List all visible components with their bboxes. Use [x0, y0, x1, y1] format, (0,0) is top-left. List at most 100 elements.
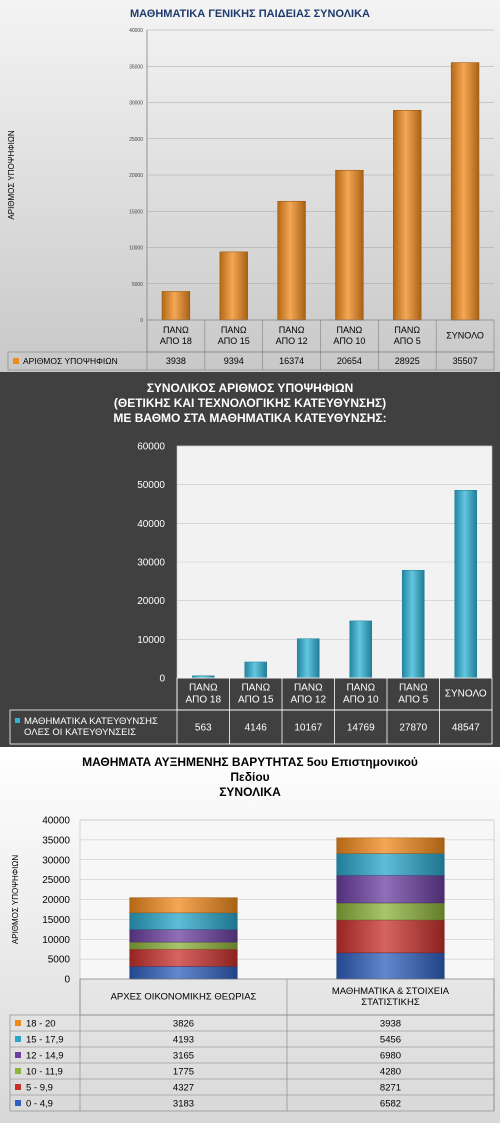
chart-title-line: ΣΥΝΟΛΙΚΑ — [219, 785, 281, 799]
chart-title-line: (ΘΕΤΙΚΗΣ ΚΑΙ ΤΕΧΝΟΛΟΓΙΚΗΣ ΚΑΤΕΥΘΥΝΣΗΣ) — [113, 396, 387, 410]
legend-swatch — [15, 1052, 21, 1058]
x-category-label: ΣΤΑΤΙΣΤΙΚΗΣ — [361, 997, 420, 1008]
bar — [349, 620, 373, 679]
x-category-label: ΣΥΝΟΛΟ — [446, 330, 484, 340]
y-tick-label: 35000 — [42, 835, 70, 846]
x-category-label: ΑΠΟ 10 — [333, 336, 365, 346]
chart-title-line: ΜΑΘΗΜΑΤΑ ΑΥΞΗΜΕΝΗΣ ΒΑΡΥΤΗΤΑΣ 5ου Επιστημ… — [82, 755, 418, 769]
y-tick-label: 25000 — [42, 875, 70, 886]
bar — [393, 109, 422, 321]
legend-label: 10 - 11,9 — [26, 1067, 63, 1078]
x-category-label: ΠΑΝΩ — [399, 683, 428, 694]
data-value: 35507 — [453, 356, 478, 366]
legend-swatch — [15, 1020, 21, 1026]
y-tick-label: 0 — [64, 975, 70, 986]
data-value: 16374 — [279, 356, 304, 366]
x-category-label: ΠΑΝΩ — [221, 325, 247, 335]
data-table-frame — [9, 709, 493, 745]
legend-swatch — [15, 1084, 21, 1090]
data-value: 4327 — [173, 1083, 194, 1094]
data-value: 4146 — [245, 723, 268, 734]
data-value: 4280 — [380, 1067, 401, 1078]
x-category-label: ΣΥΝΟΛΟ — [445, 689, 487, 700]
x-category-label: ΑΠΟ 5 — [398, 695, 428, 706]
y-axis-label: ΑΡΙΘΜΟΣ ΥΠΟΨΗΦΙΩΝ — [11, 855, 20, 944]
y-tick-label: 10000 — [137, 635, 165, 646]
y-tick-label: 40000 — [137, 519, 165, 530]
y-tick-label: 0 — [159, 674, 165, 685]
bar-segment — [336, 837, 445, 854]
bar-segment — [336, 902, 445, 921]
bar — [219, 251, 248, 321]
y-tick-label: 30000 — [129, 101, 143, 107]
data-value: 28925 — [395, 356, 420, 366]
data-value: 3165 — [173, 1051, 194, 1062]
y-tick-label: 10000 — [129, 246, 143, 252]
y-tick-label: 60000 — [137, 442, 165, 453]
chart-title-line: ΣΥΝΟΛΙΚΟΣ ΑΡΙΘΜΟΣ ΥΠΟΨΗΦΙΩΝ — [146, 381, 354, 395]
legend-swatch — [15, 1036, 21, 1042]
data-value: 14769 — [347, 723, 375, 734]
data-value: 6582 — [380, 1099, 401, 1110]
bar — [161, 291, 191, 321]
data-value: 9394 — [224, 356, 244, 366]
bar-segment — [129, 929, 238, 943]
y-tick-label: 25000 — [129, 137, 143, 143]
data-value: 1775 — [173, 1067, 194, 1078]
data-value: 6980 — [380, 1051, 401, 1062]
chart-title: ΜΑΘΗΜΑΤΑ ΑΥΞΗΜΕΝΗΣ ΒΑΡΥΤΗΤΑΣ 5ου Επιστημ… — [0, 755, 500, 800]
data-value: 5456 — [380, 1035, 401, 1046]
y-tick-label: 15000 — [42, 915, 70, 926]
legend-swatch — [15, 1100, 21, 1106]
data-value: 3938 — [166, 356, 186, 366]
x-category-label: ΑΠΟ 15 — [218, 336, 250, 346]
legend-label: 15 - 17,9 — [26, 1035, 64, 1046]
bar-segment — [129, 941, 238, 950]
y-tick-label: 20000 — [137, 596, 165, 607]
x-category-label: ΠΑΝΩ — [294, 683, 323, 694]
bar — [277, 200, 306, 321]
legend-label: 12 - 14,9 — [26, 1051, 64, 1062]
bar — [454, 490, 478, 679]
x-category-label: ΠΑΝΩ — [337, 325, 363, 335]
chart-panel-direction-math: ΣΥΝΟΛΙΚΟΣ ΑΡΙΘΜΟΣ ΥΠΟΨΗΦΙΩΝ (ΘΕΤΙΚΗΣ ΚΑΙ… — [0, 372, 500, 747]
x-category-label: ΠΑΝΩ — [241, 683, 270, 694]
legend-label: 5 - 9,9 — [26, 1083, 53, 1094]
bar-segment — [129, 948, 238, 967]
y-tick-label: 10000 — [42, 935, 70, 946]
legend-swatch — [15, 718, 20, 723]
x-category-label: ΠΑΝΩ — [346, 683, 375, 694]
x-category-label: ΑΠΟ 10 — [343, 695, 379, 706]
y-tick-label: 30000 — [42, 855, 70, 866]
data-value: 3826 — [173, 1019, 194, 1030]
x-category-label: ΠΑΝΩ — [189, 683, 218, 694]
y-tick-label: 5000 — [132, 282, 143, 288]
bar-segment — [336, 853, 445, 876]
data-value: 48547 — [452, 723, 480, 734]
x-category-label: ΑΠΟ 12 — [290, 695, 326, 706]
data-value: 10167 — [294, 723, 322, 734]
chart-title-line: ΜΕ ΒΑΘΜΟ ΣΤΑ ΜΑΘΗΜΑΤΙΚΑ ΚΑΤΕΥΘΥΝΣΗΣ: — [113, 411, 387, 425]
bar-segment — [336, 952, 445, 980]
bar-segment — [129, 897, 238, 914]
bar — [450, 62, 480, 321]
x-category-label: ΑΠΟ 5 — [394, 336, 421, 346]
chart-panel-stacked-5th-field: ΜΑΘΗΜΑΤΑ ΑΥΞΗΜΕΝΗΣ ΒΑΡΥΤΗΤΑΣ 5ου Επιστημ… — [0, 747, 500, 1123]
data-value: 4193 — [173, 1035, 194, 1046]
bar-segment — [129, 912, 238, 930]
legend-label: ΑΡΙΘΜΟΣ ΥΠΟΨΗΦΙΩΝ — [23, 356, 118, 366]
bar-segment — [336, 919, 445, 954]
data-value: 563 — [195, 723, 212, 734]
legend-label: 0 - 4,9 — [26, 1099, 53, 1110]
chart-panel-general-math: ΜΑΘΗΜΑΤΙΚΑ ΓΕΝΙΚΗΣ ΠΑΙΔΕΙΑΣ ΣΥΝΟΛΙΚΑ 0 50… — [0, 0, 500, 372]
y-tick-label: 0 — [140, 318, 143, 324]
bar — [244, 661, 268, 679]
data-value: 3938 — [380, 1019, 401, 1030]
bar — [335, 169, 364, 321]
y-tick-label: 35000 — [129, 64, 143, 70]
legend-label: 18 - 20 — [26, 1019, 56, 1030]
y-tick-label: 50000 — [137, 480, 165, 491]
y-tick-label: 5000 — [48, 955, 71, 966]
y-tick-label: 20000 — [129, 173, 143, 179]
